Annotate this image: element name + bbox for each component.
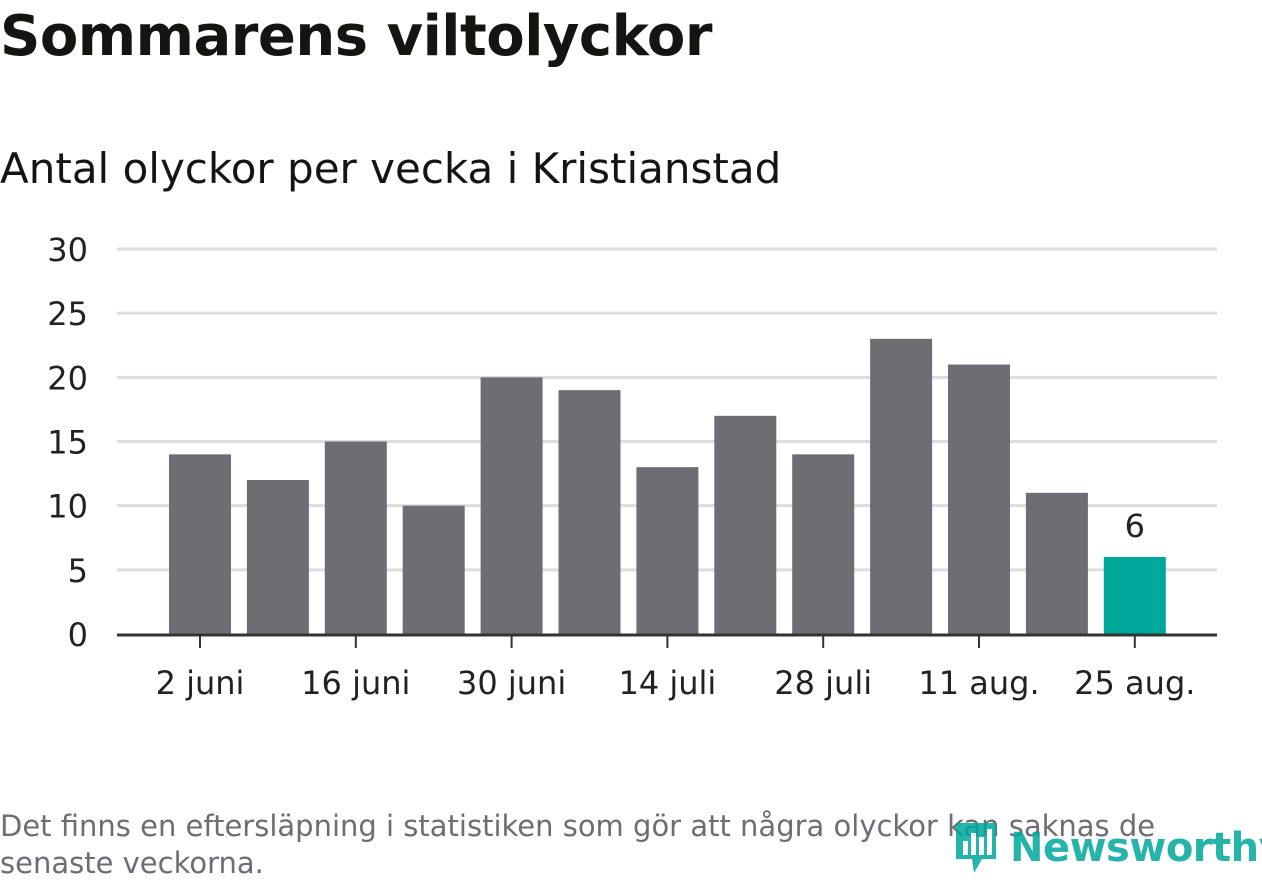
bar [480,377,543,634]
y-tick-label: 10 [47,488,88,526]
bar [169,454,231,634]
bar [402,505,465,634]
bar [714,415,777,634]
y-tick-label: 5 [68,552,88,590]
x-tick-label: 25 aug. [1074,664,1195,702]
x-tick-label: 28 juli [774,664,872,702]
x-tick-label: 11 aug. [918,664,1039,702]
x-tick-label: 14 juli [618,664,716,702]
bar [558,390,621,634]
y-axis-ticks: 0 5 10 15 20 25 30 [47,231,88,654]
bar [1025,492,1088,634]
bar [324,441,387,634]
x-axis-ticks: 2 juni 16 juni 30 juni 14 juli 28 juli 11 aug… [156,636,1195,702]
bar [636,467,699,634]
data-labels: 6 [1125,507,1145,545]
y-tick-label: 0 [68,616,88,654]
bars [169,338,1166,634]
bar [948,364,1010,634]
bar [792,454,855,634]
logo-text: Newsworthy [1010,825,1262,871]
y-tick-label: 20 [47,359,88,397]
x-tick-label: 2 juni [156,664,245,702]
bar-highlight [1103,557,1166,634]
y-tick-label: 30 [47,231,88,269]
y-tick-label: 25 [47,295,88,333]
chart-subtitle: Antal olyckor per vecka i Kristianstad [0,144,782,193]
x-tick-label: 30 juni [457,664,566,702]
data-label: 6 [1125,507,1145,545]
newsworthy-logo: Newsworthy [952,820,1262,876]
bar [870,338,933,634]
bar [246,480,309,634]
y-tick-label: 15 [47,424,88,462]
x-tick-label: 16 juni [301,664,410,702]
bar-chart: 0 5 10 15 20 25 30 2 juni 16 juni 30 juni 14 juli… [47,231,1217,702]
chart-title: Sommarens viltolyckor [0,4,712,69]
newsworthy-logo-icon [956,823,996,873]
